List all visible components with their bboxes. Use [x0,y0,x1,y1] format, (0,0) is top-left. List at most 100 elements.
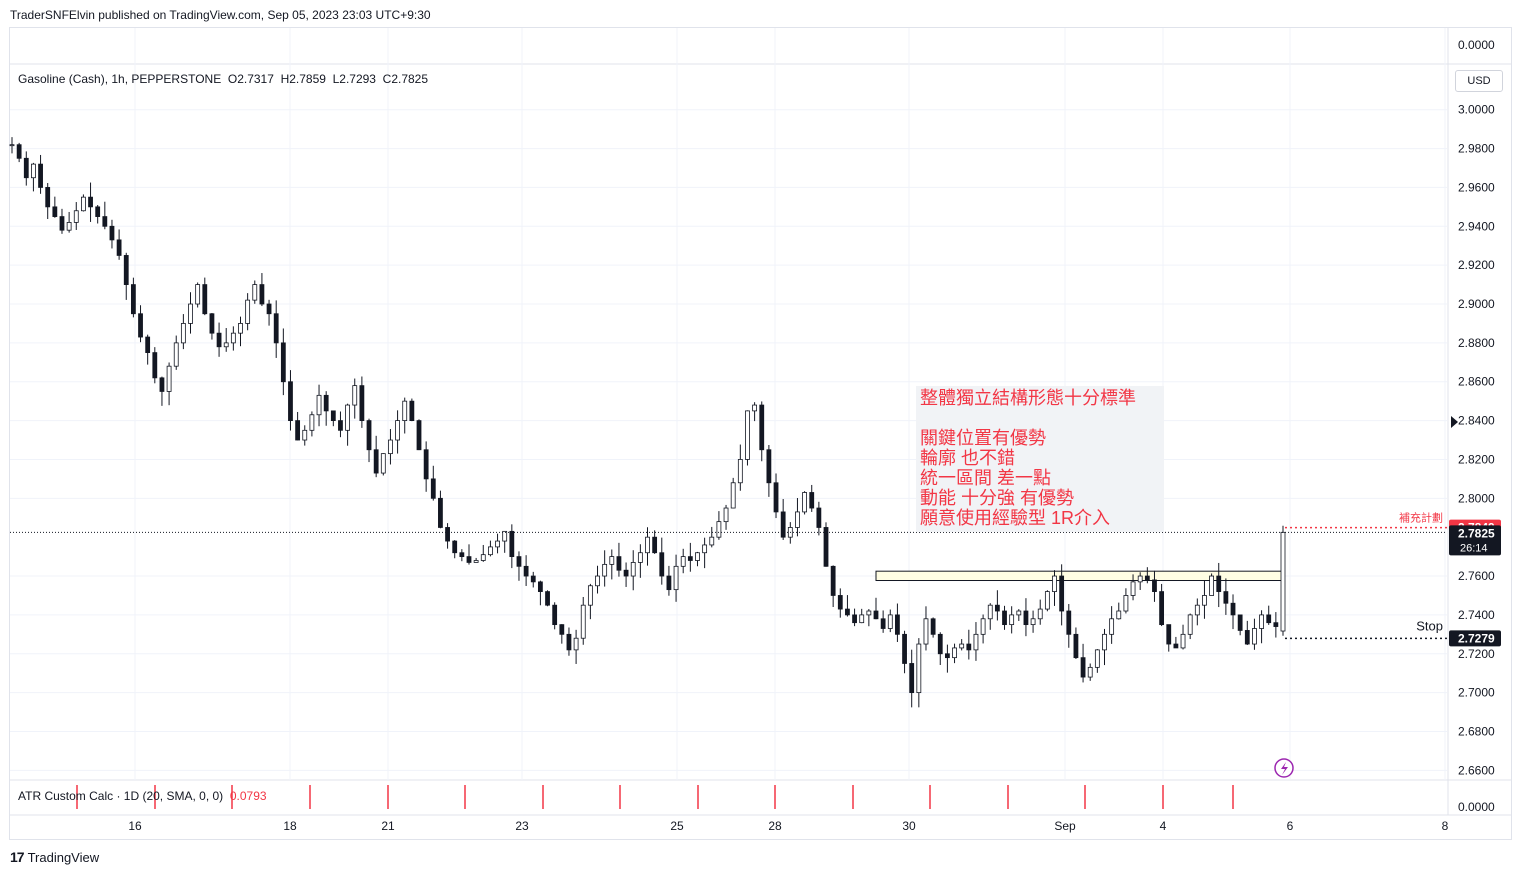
candle-body [1152,579,1157,592]
candle-body [1030,618,1036,626]
candle-body [38,163,43,188]
candle-body [1187,614,1193,635]
footer-brand[interactable]: 17 TradingView [10,849,99,865]
y-tick-label: 2.8800 [1458,336,1495,350]
annotation-line-1: 整體獨立結構形態十分標準 [920,388,1136,408]
candle-body [1180,633,1186,649]
candle-body [1059,575,1065,612]
publisher-line: TraderSNFElvin published on TradingView.… [10,8,431,22]
candle-body [1080,657,1086,678]
candle-body [830,565,836,596]
candle-body [1087,666,1093,678]
candle-body [645,536,650,554]
annotation-textbox[interactable]: 整體獨立結構形態十分標準 關鍵位置有優勢 輪廓 也不錯 統一區間 差一點 動能 … [916,386,1164,532]
current-price-tag [1449,525,1501,556]
y-tick-label: 2.9800 [1458,142,1495,156]
annotation-line-4: 輪廓 也不錯 [920,448,1016,468]
candle-body [630,562,636,577]
candle-body [259,284,265,305]
chart-frame [9,27,1512,840]
candle-body [266,303,272,315]
y-tick-label: 2.8000 [1458,491,1495,505]
candle-body [380,453,386,474]
candle-body [223,342,229,348]
symbol-legend[interactable]: Gasoline (Cash), 1h, PEPPERSTONE O2.7317… [18,72,429,86]
candle-body [102,216,108,227]
candle-body [1166,624,1172,645]
time-axis: 16 18 21 23 25 28 30 Sep 4 6 8 [128,819,1448,833]
indicator-name: ATR Custom Calc · 1D (20, SMA, 0, 0) [18,789,224,803]
candle-body [502,530,508,542]
candle-body [366,420,372,451]
indicator-legend[interactable]: ATR Custom Calc · 1D (20, SMA, 0, 0) 0.0… [18,789,267,803]
candle-body [1173,643,1179,649]
candle-body [466,556,472,563]
candle-body [1023,610,1029,626]
y-tick-label: 0.0000 [1458,38,1495,52]
y-tick-label: 2.7600 [1458,569,1495,583]
candle-body [730,482,736,509]
candle-body [509,530,515,558]
candle-body [552,604,558,626]
candle-body [459,552,465,558]
candle-body [795,511,800,528]
candle-body [1280,531,1286,632]
candle-body [537,581,543,592]
candle-body [180,323,186,344]
candle-body [288,381,293,421]
countdown-value: 26:14 [1460,542,1488,554]
candle-body [166,365,172,392]
candle-body [373,449,379,474]
candle-body [880,618,886,629]
candle-body [395,420,400,441]
candle-body [809,492,815,509]
candle-body [823,527,829,567]
y-tick-label: 2.7400 [1458,608,1495,622]
candle-body [702,544,708,554]
candle-body [530,575,536,583]
candle-body [480,554,486,561]
candle-body [1044,591,1050,610]
candle-body [709,536,715,546]
candle-body [1259,614,1264,629]
candle-body [1159,591,1165,626]
candle-body [130,284,136,315]
candle-body [452,540,458,554]
candle-body [587,585,593,606]
candle-body [673,565,679,591]
current-price-value: 2.7825 [1458,526,1495,540]
candle-body [623,569,629,577]
candle-body [488,546,493,556]
tradingview-logo-icon: 17 [10,849,25,865]
indicator-value: 0.0793 [229,789,267,803]
candle-body [230,332,236,344]
grid-lines [10,28,1512,816]
candle-body [966,643,972,651]
candle-body [580,604,586,639]
candle-body [81,196,86,212]
candle-body [295,420,301,441]
candle-body [473,560,479,563]
zone-rect [875,570,1284,582]
candle-body [66,222,72,231]
resistance-zone [875,570,1284,582]
candle-body [1109,618,1115,635]
x-tick-label: 4 [1160,819,1167,833]
candle-body [438,497,443,528]
candle-body [359,385,365,421]
candle-body [1052,575,1057,592]
stop-price-value: 2.7279 [1458,631,1495,645]
candle-body [994,604,1000,612]
currency-button[interactable]: USD [1455,70,1503,92]
candle-body [280,342,286,383]
candle-body [388,439,393,455]
candle-body [1252,628,1257,645]
candle-body [866,610,872,616]
target-line-label: 補充計劃 [1399,511,1443,525]
candle-body [759,404,765,451]
candle-body [944,653,950,659]
candle-body [752,404,758,412]
candle-body [952,647,957,659]
